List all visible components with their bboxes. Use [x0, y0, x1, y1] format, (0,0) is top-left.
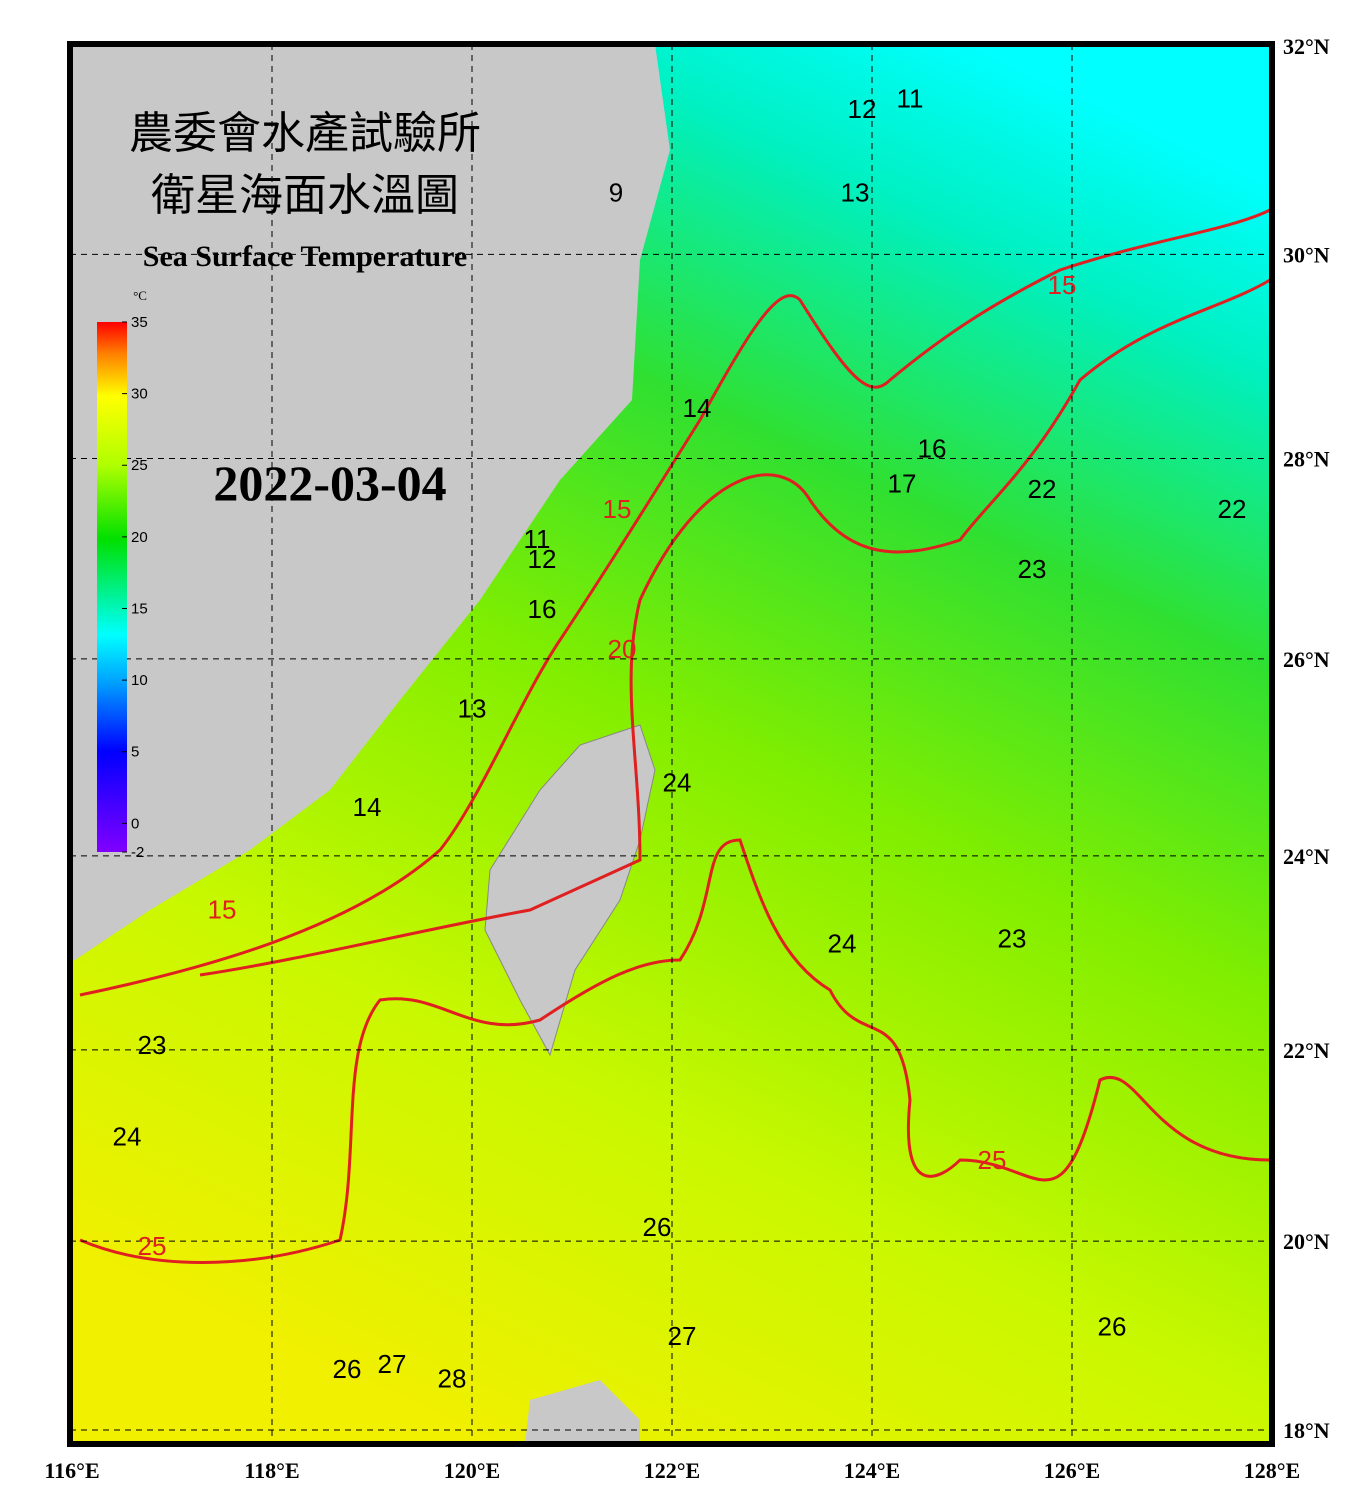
y-tick-label: 28°N [1283, 446, 1330, 471]
contour-label: 23 [1018, 554, 1047, 584]
x-tick-label: 122°E [644, 1458, 700, 1483]
contour-label: 25 [978, 1145, 1007, 1175]
y-tick-label: 32°N [1283, 34, 1330, 59]
x-tick-label: 128°E [1244, 1458, 1300, 1483]
colorbar [97, 322, 127, 852]
contour-label: 12 [528, 544, 557, 574]
contour-label: 11 [524, 524, 551, 554]
contour-label: 22 [1028, 474, 1057, 504]
contour-label: 25 [138, 1231, 167, 1261]
contour-label: 28 [438, 1363, 467, 1393]
contour-label: 24 [113, 1121, 142, 1151]
land-luzon [525, 1380, 640, 1444]
colorbar-tick-label: 20 [131, 529, 148, 546]
land-china [70, 44, 670, 960]
title: Sea Surface Temperature [143, 240, 467, 273]
x-tick-label: 116°E [44, 1458, 99, 1483]
isotherms [79, 208, 1271, 1264]
map-frame [67, 41, 1275, 1447]
contour-label: 26 [643, 1212, 672, 1242]
contour-label: 22 [1218, 494, 1247, 524]
contour-label: 24 [663, 767, 692, 797]
x-tick-label: 124°E [844, 1458, 900, 1483]
y-tick-label: 30°N [1283, 242, 1330, 267]
date: 2022-03-04 [213, 455, 446, 511]
contour-label: 12 [848, 94, 877, 124]
colorbar-tick-label: 35 [131, 314, 148, 331]
colorbar-tick-label: 30 [131, 386, 148, 403]
y-tick-label: 20°N [1283, 1229, 1330, 1254]
contour-label: 13 [841, 177, 870, 207]
contour-label: 26 [1098, 1311, 1127, 1341]
title-zh-1: 農委會水產試驗所 [129, 109, 481, 158]
contour-label: 14 [683, 393, 712, 423]
colorbar-tick-label: 10 [131, 672, 148, 689]
contour-label: 15 [208, 895, 237, 925]
contour-label: 17 [888, 469, 917, 499]
colorbar-tick-label: 15 [131, 600, 148, 617]
contour-label: 13 [458, 693, 487, 723]
y-tick-label: 24°N [1283, 844, 1330, 869]
contour-label: 23 [138, 1030, 167, 1060]
x-tick-label: 120°E [444, 1458, 500, 1483]
x-tick-label: 126°E [1044, 1458, 1100, 1483]
contour-label: 26 [333, 1354, 362, 1384]
land-taiwan [484, 724, 656, 1057]
contour-label: 16 [528, 594, 557, 624]
contour-label: 23 [998, 924, 1027, 954]
contour-label: 27 [668, 1321, 697, 1351]
y-tick-label: 22°N [1283, 1038, 1330, 1063]
colorbar-tick-label: -2 [131, 844, 144, 861]
contour-label: 24 [828, 929, 857, 959]
contour-label: 11 [897, 83, 924, 113]
colorbar-unit: °C [133, 288, 147, 303]
y-tick-label: 26°N [1283, 647, 1330, 672]
contour-label: 16 [918, 433, 947, 463]
colorbar-tick-label: 0 [131, 815, 139, 832]
contour-label: 15 [603, 494, 632, 524]
contour-label: 20 [608, 634, 637, 664]
contour-label: 14 [353, 792, 382, 822]
contour-label: 15 [1048, 270, 1077, 300]
contour-label: 27 [378, 1349, 407, 1379]
contour-label: 9 [609, 177, 623, 207]
x-tick-label: 118°E [244, 1458, 299, 1483]
title-zh-2: 衛星海面水溫圖 [151, 171, 459, 220]
colorbar-tick-label: 25 [131, 457, 148, 474]
colorbar-tick-label: 5 [131, 744, 139, 761]
y-tick-label: 18°N [1283, 1418, 1330, 1443]
